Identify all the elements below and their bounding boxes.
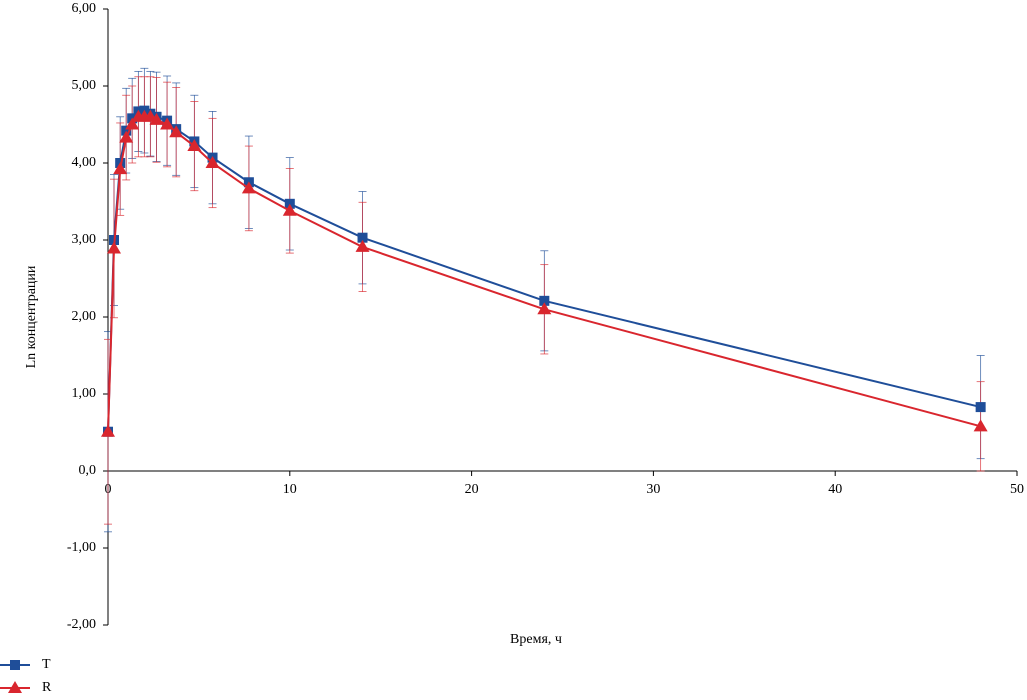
legend-label: R <box>42 680 52 695</box>
x-tick-label: 50 <box>1010 482 1024 497</box>
data-point <box>106 241 121 254</box>
data-point <box>205 156 220 168</box>
data-point <box>357 232 368 243</box>
data-point <box>149 112 164 125</box>
data-point <box>119 130 134 143</box>
y-tick-label: 6,00 <box>72 1 97 16</box>
y-tick-label: 4,00 <box>72 155 97 170</box>
y-tick-label: -2,00 <box>67 617 96 632</box>
x-tick-label: 20 <box>465 482 479 497</box>
data-point <box>355 239 370 252</box>
data-point <box>160 117 175 130</box>
y-tick-label: 1,00 <box>72 386 97 401</box>
data-point <box>125 117 140 130</box>
x-tick-label: 30 <box>646 482 660 497</box>
y-tick-label: 5,00 <box>72 78 97 93</box>
data-point <box>169 125 184 138</box>
data-point <box>537 302 552 315</box>
legend-marker <box>8 681 22 693</box>
y-axis-label: Ln концентрации <box>24 265 39 368</box>
y-tick-label: -1,00 <box>67 540 96 555</box>
x-axis-label: Время, ч <box>510 632 562 647</box>
y-tick-label: 3,00 <box>72 232 97 247</box>
legend-marker <box>10 660 20 670</box>
data-point <box>975 402 986 413</box>
data-point <box>101 424 115 437</box>
x-tick-label: 10 <box>283 482 297 497</box>
data-point <box>539 295 550 306</box>
y-tick-label: 2,00 <box>72 309 97 324</box>
data-point <box>113 162 128 175</box>
data-point <box>241 181 256 194</box>
data-point <box>973 419 988 432</box>
legend-label: T <box>42 657 51 672</box>
x-tick-label: 40 <box>828 482 842 497</box>
data-point <box>187 139 202 152</box>
data-point <box>282 203 297 216</box>
y-tick-label: 0,0 <box>79 463 97 478</box>
